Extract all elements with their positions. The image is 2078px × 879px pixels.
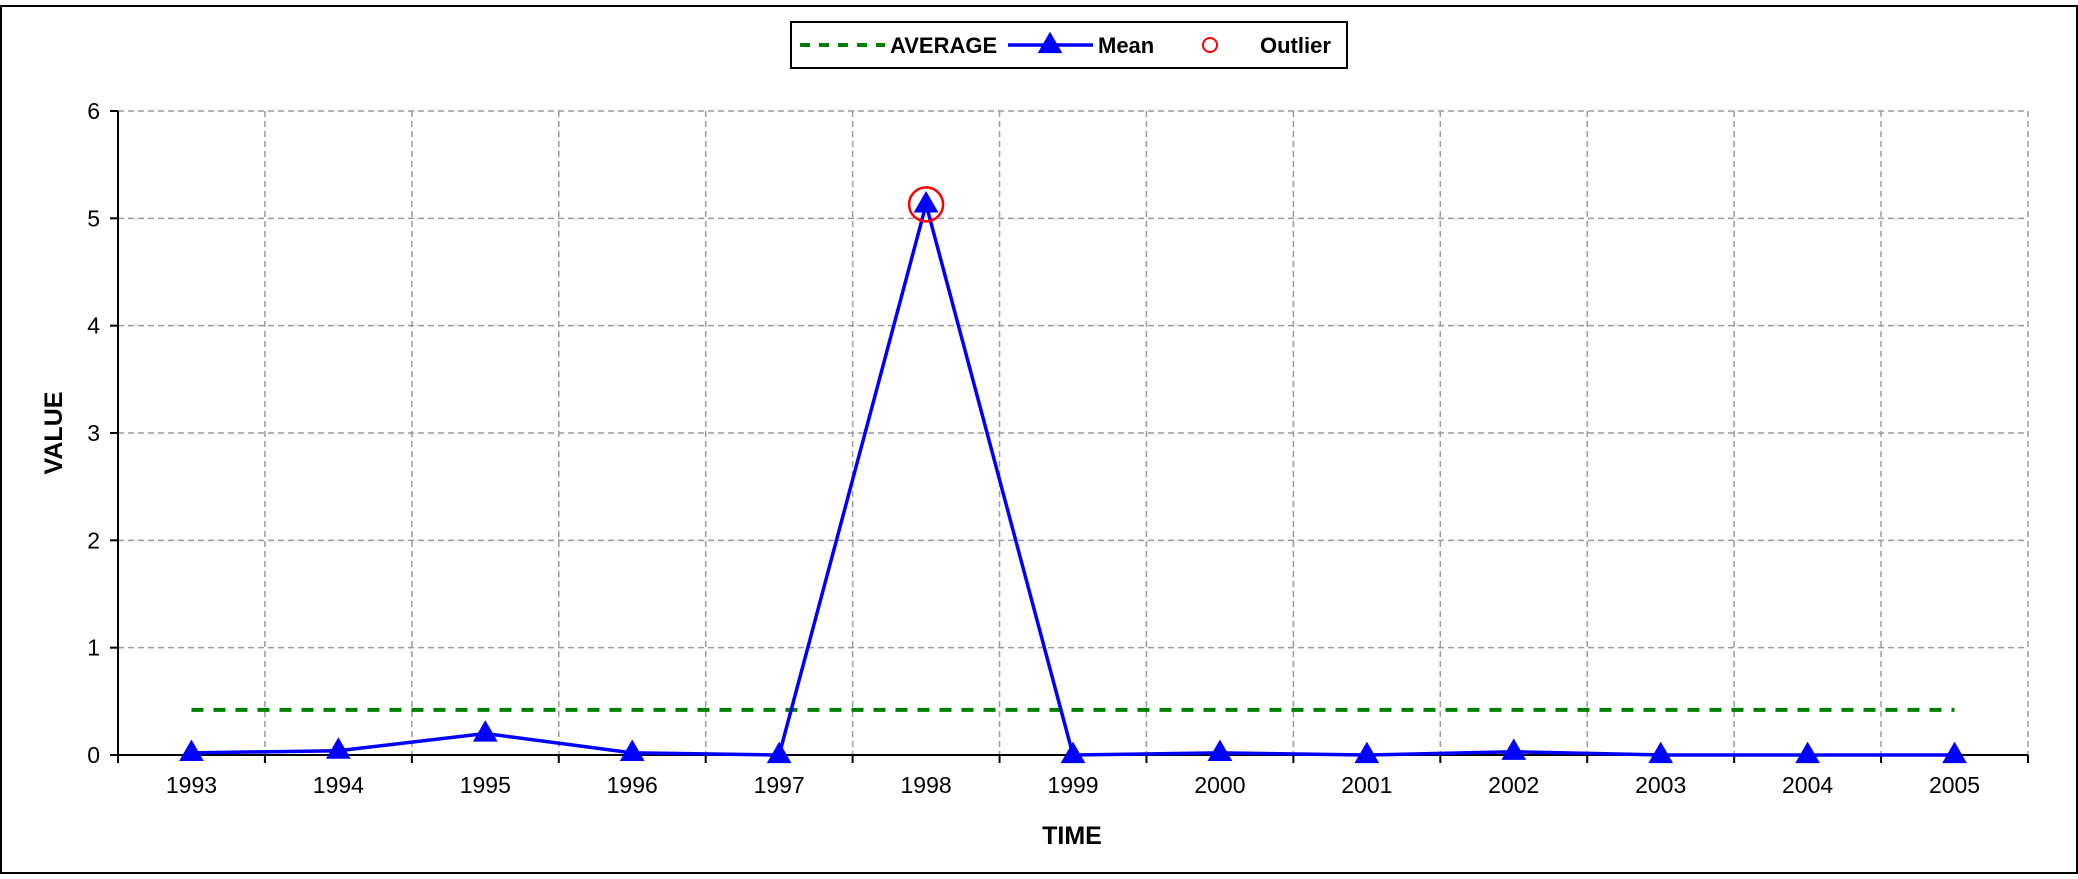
legend-mean-marker	[1037, 31, 1063, 54]
x-tick-label: 1998	[900, 772, 951, 798]
mean-point-marker	[472, 720, 498, 742]
y-tick-label: 2	[87, 527, 100, 553]
x-tick-label: 1995	[460, 772, 511, 798]
mean-point-marker	[766, 741, 792, 764]
legend: AVERAGE Mean Outlier	[790, 21, 1348, 69]
mean-point-marker	[1648, 741, 1674, 764]
y-tick-label: 1	[87, 635, 100, 661]
mean-point-marker	[1207, 739, 1233, 761]
y-tick-label: 4	[87, 313, 100, 339]
mean-point-marker	[913, 190, 939, 213]
x-tick-label: 1994	[313, 772, 364, 798]
mean-point-marker	[1354, 741, 1380, 764]
x-tick-label: 1999	[1047, 772, 1098, 798]
x-tick-label: 2003	[1635, 772, 1686, 798]
mean-point-marker	[1501, 738, 1527, 760]
x-tick-label: 2002	[1488, 772, 1539, 798]
mean-point-marker	[1060, 741, 1086, 764]
x-tick-label: 1996	[607, 772, 658, 798]
mean-point-marker	[1942, 741, 1967, 764]
y-axis-title: VALUE	[40, 392, 68, 475]
y-tick-label: 3	[87, 420, 100, 446]
legend-outlier-marker	[1202, 37, 1218, 53]
x-tick-label: 1993	[166, 772, 217, 798]
x-tick-label: 2004	[1782, 772, 1833, 798]
x-axis-title: TIME	[1042, 822, 1102, 850]
x-tick-label: 2005	[1929, 772, 1980, 798]
mean-point-marker	[619, 739, 645, 761]
x-tick-label: 2001	[1341, 772, 1392, 798]
y-tick-label: 0	[87, 742, 100, 768]
legend-mean-label: Mean	[1098, 33, 1154, 58]
y-tick-label: 6	[87, 98, 100, 124]
legend-average-label: AVERAGE	[890, 33, 997, 58]
mean-point-marker	[1795, 741, 1820, 764]
legend-outlier-label: Outlier	[1260, 33, 1331, 58]
chart-border	[0, 5, 2078, 874]
gridlines	[118, 110, 2029, 755]
y-tick-label: 5	[87, 205, 100, 231]
mean-point-marker	[179, 739, 204, 761]
outlier-point-marker	[907, 186, 945, 223]
x-tick-label: 2000	[1194, 772, 1245, 798]
mean-point-marker	[326, 737, 351, 759]
x-tick-label: 1997	[754, 772, 805, 798]
series	[179, 186, 1967, 764]
